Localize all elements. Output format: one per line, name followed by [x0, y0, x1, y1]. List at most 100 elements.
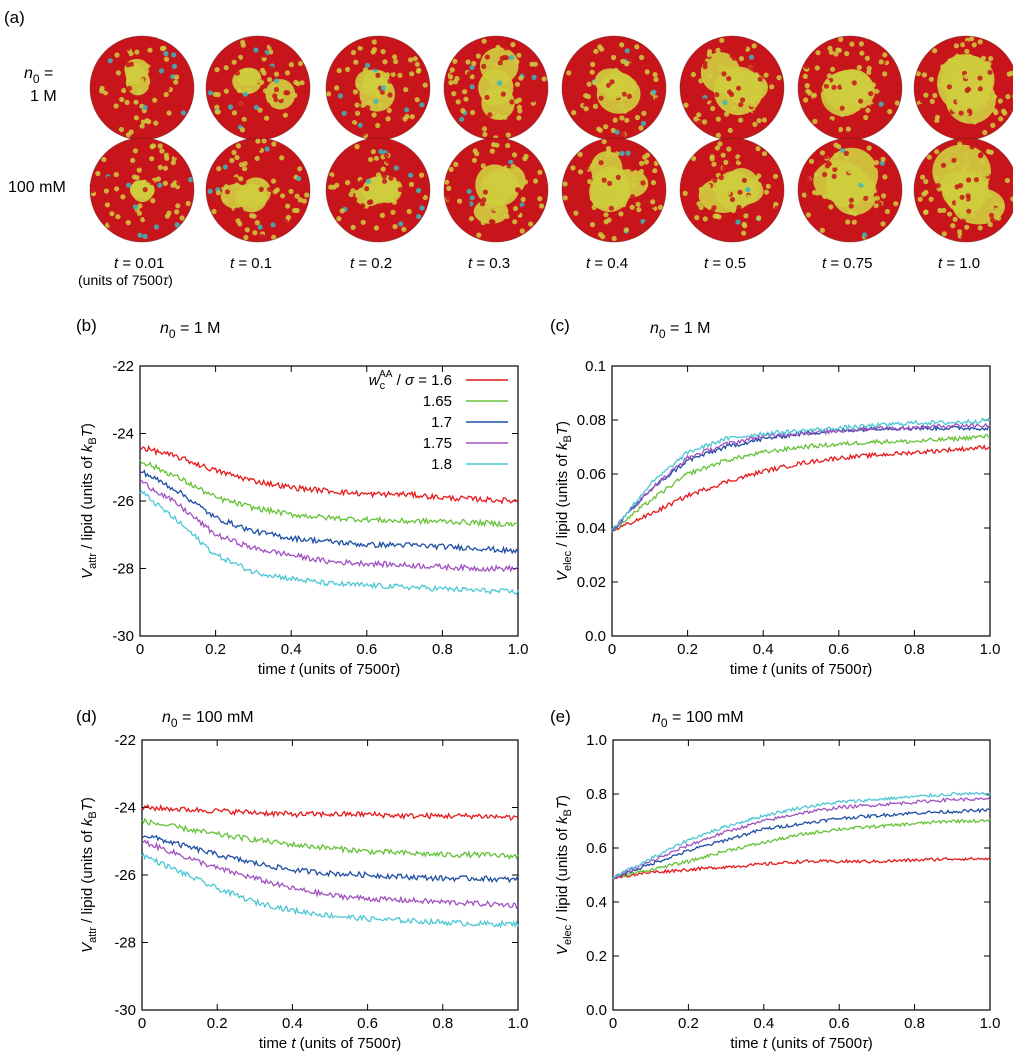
y-tick-label: -28 [114, 935, 136, 952]
y-tick-label: 1.0 [586, 732, 607, 749]
vesicle-snapshots [89, 35, 1013, 243]
y-tick-label: 0.1 [585, 358, 606, 375]
vesicle-snapshot [913, 35, 1013, 141]
x-axis-label: time t (units of 7500τ) [730, 661, 872, 678]
legend: wcAA / σ = 1.61.65 1.7 1.75 1.8 [369, 369, 508, 473]
chart-e: (e) n0 = 100 mM 0 0.2 0.4 0.6 0.8 1.0 0.0 0.2 0.4 0… [550, 707, 1000, 1052]
y-tick-label: 0.06 [577, 466, 606, 483]
y-tick-label: -30 [112, 628, 134, 645]
x-tick-label: 0.8 [432, 1015, 453, 1032]
x-tick-label: 1.0 [508, 1015, 529, 1032]
vesicle-snapshot [89, 35, 195, 141]
panel-label: (b) [76, 316, 97, 335]
time-label: t = 0.5 [704, 255, 746, 272]
units-note: (units of 7500τ) [78, 272, 173, 288]
x-tick-label: 1.0 [980, 641, 1001, 658]
time-label: t = 1.0 [938, 255, 980, 272]
y-tick-label: -24 [114, 800, 136, 817]
y-tick-label: 0.0 [585, 628, 606, 645]
series-line-1.8 [141, 852, 519, 929]
y-tick-label: 0.04 [577, 520, 606, 537]
legend-entry: 1.75 [423, 435, 452, 452]
vesicle-snapshot [205, 137, 311, 243]
legend-entry: wcAA / σ = 1.6 [369, 369, 452, 392]
charts: (b) n0 = 1 M 0 0.2 0.4 0.6 0.8 1.0 -30 -28 -26 -24 -… [76, 316, 1000, 1052]
vesicle-snapshot [913, 137, 1013, 243]
vesicle-snapshot [797, 137, 903, 243]
y-tick-label: 0.2 [586, 948, 607, 965]
series-line-1.65 [141, 817, 519, 861]
x-axis-label: time t (units of 7500τ) [730, 1035, 872, 1052]
vesicle-snapshot [679, 35, 785, 141]
y-tick-label: -22 [112, 358, 134, 375]
x-tick-label: 0.4 [753, 1015, 774, 1032]
y-tick-label: -30 [114, 1002, 136, 1019]
chart-d: (d) n0 = 100 mM 0 0.2 0.4 0.6 0.8 1.0 -30 -28 -26 -… [76, 707, 528, 1052]
plot-frame [611, 365, 991, 637]
series-line-1.6 [611, 444, 991, 532]
row-label-100mm: 100 mM [8, 179, 66, 196]
vesicle-snapshot [679, 137, 785, 243]
chart-b: (b) n0 = 1 M 0 0.2 0.4 0.6 0.8 1.0 -30 -28 -26 -24 -… [76, 316, 528, 678]
x-axis-label: time t (units of 7500τ) [259, 1035, 401, 1052]
x-tick-label: 0.4 [281, 641, 302, 658]
series-line-1.75 [139, 479, 519, 573]
time-label: t = 0.1 [230, 255, 272, 272]
vesicle-snapshot [443, 137, 549, 243]
x-tick-label: 0 [609, 1015, 617, 1032]
y-axis-label: Vattr / lipid (units of kBT) [79, 797, 99, 953]
chart-c: (c) n0 = 1 M 0 0.2 0.4 0.6 0.8 1.0 0.0 0.02 0.04 0.… [550, 316, 1000, 678]
panel-label: (d) [76, 707, 97, 726]
series-line-1.65 [611, 433, 991, 533]
x-tick-label: 0.2 [207, 1015, 228, 1032]
x-tick-label: 0.4 [753, 641, 774, 658]
vesicle-snapshot [561, 137, 667, 243]
vesicle-snapshot [325, 35, 431, 141]
y-tick-label: -22 [114, 732, 136, 749]
x-tick-label: 0.2 [677, 641, 698, 658]
legend-entry: 1.65 [423, 393, 452, 410]
series-line-1.75 [612, 797, 991, 880]
y-tick-label: -28 [112, 561, 134, 578]
x-tick-label: 0.8 [904, 641, 925, 658]
y-axis-label: Velec / lipid (units of kBT) [554, 421, 574, 581]
y-tick-label: -26 [112, 493, 134, 510]
x-axis-label: time t (units of 7500τ) [258, 661, 400, 678]
chart-title: n0 = 100 mM [652, 709, 744, 730]
time-label: t = 0.3 [468, 255, 510, 272]
x-tick-label: 0.4 [282, 1015, 303, 1032]
series-line-1.8 [139, 490, 519, 596]
panel-label: (e) [550, 707, 571, 726]
row-label-1m-line2: 1 M [30, 88, 57, 105]
panel-a-label: (a) [4, 8, 25, 27]
series-line-1.6 [139, 444, 519, 505]
x-tick-label: 1.0 [508, 641, 529, 658]
series-line-1.7 [612, 807, 991, 880]
x-tick-label: 0.6 [356, 641, 377, 658]
series-line-1.8 [612, 791, 991, 880]
time-label: t = 0.75 [822, 255, 872, 272]
vesicle-snapshot [797, 35, 903, 141]
time-label: t = 0.4 [586, 255, 628, 272]
panel-a: (a) n0 = 1 M 100 mM t = 0.01 t = 0.1 t = 0… [4, 8, 1013, 288]
plot-frame [141, 739, 519, 1011]
series-line-1.6 [612, 856, 991, 880]
x-tick-label: 0 [608, 641, 616, 658]
x-tick-label: 0 [138, 1015, 146, 1032]
y-axis-label: Vattr / lipid (units of kBT) [79, 423, 99, 579]
series-line-1.65 [612, 818, 991, 880]
series-line-1.75 [611, 422, 991, 531]
y-tick-label: -26 [114, 867, 136, 884]
series-line-1.7 [611, 424, 991, 533]
y-tick-label: 0.8 [586, 786, 607, 803]
plot-frame [139, 365, 519, 637]
row-label-1m: n0 = [24, 65, 53, 86]
series-line-1.7 [141, 834, 519, 884]
y-tick-label: 0.6 [586, 840, 607, 857]
vesicle-snapshot [325, 137, 431, 243]
series-line-1.7 [139, 469, 519, 555]
time-label: t = 0.2 [350, 255, 392, 272]
panel-label: (c) [550, 316, 570, 335]
series-line-1.75 [141, 839, 519, 910]
